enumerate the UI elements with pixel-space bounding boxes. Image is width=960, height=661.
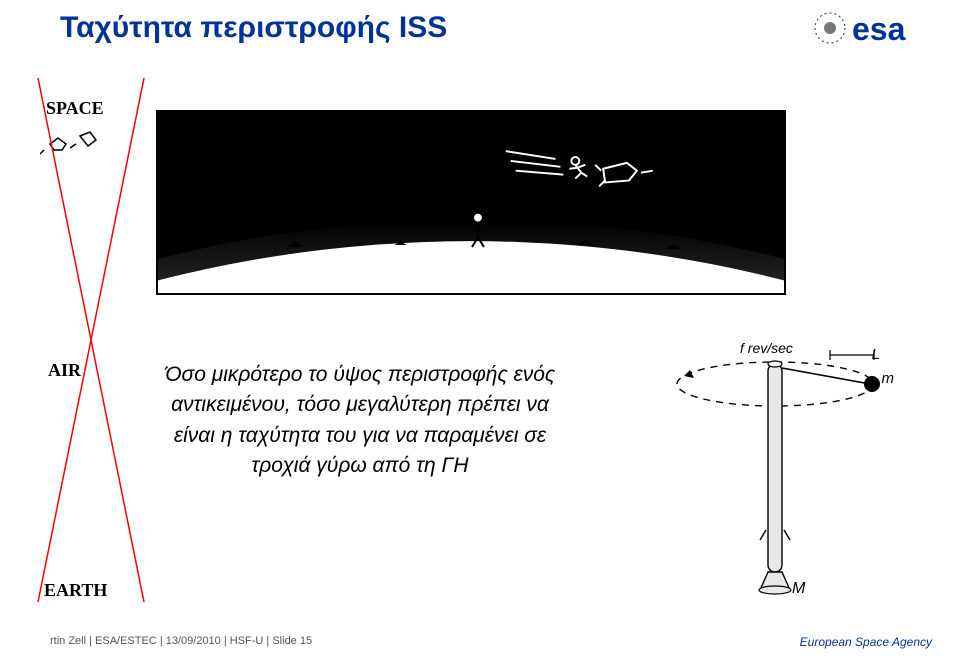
- esa-logo-text: esa: [852, 11, 906, 47]
- red-cross-overlay: [36, 76, 146, 604]
- slide-title: Ταχύτητα περιστροφής ISS: [60, 11, 447, 45]
- label-frequency: f rev/sec: [740, 340, 793, 356]
- esa-logo: esa: [812, 6, 932, 55]
- body-paragraph: Όσο μικρότερο το ύψος περιστροφής ενός α…: [150, 360, 570, 482]
- label-L: L: [872, 346, 880, 363]
- slide-footer: rtin Zell | ESA/ESTEC | 13/09/2010 | HSF…: [0, 635, 960, 649]
- label-m: m: [882, 370, 895, 387]
- slide-header: Ταχύτητα περιστροφής ISS esa: [0, 0, 960, 56]
- footer-left: rtin Zell | ESA/ESTEC | 13/09/2010 | HSF…: [50, 635, 312, 649]
- conical-pendulum-figure: f rev/sec L m M: [670, 340, 890, 600]
- label-M: M: [792, 580, 805, 598]
- footer-right: European Space Agency: [800, 635, 932, 649]
- orbit-comic-panel: [156, 110, 786, 295]
